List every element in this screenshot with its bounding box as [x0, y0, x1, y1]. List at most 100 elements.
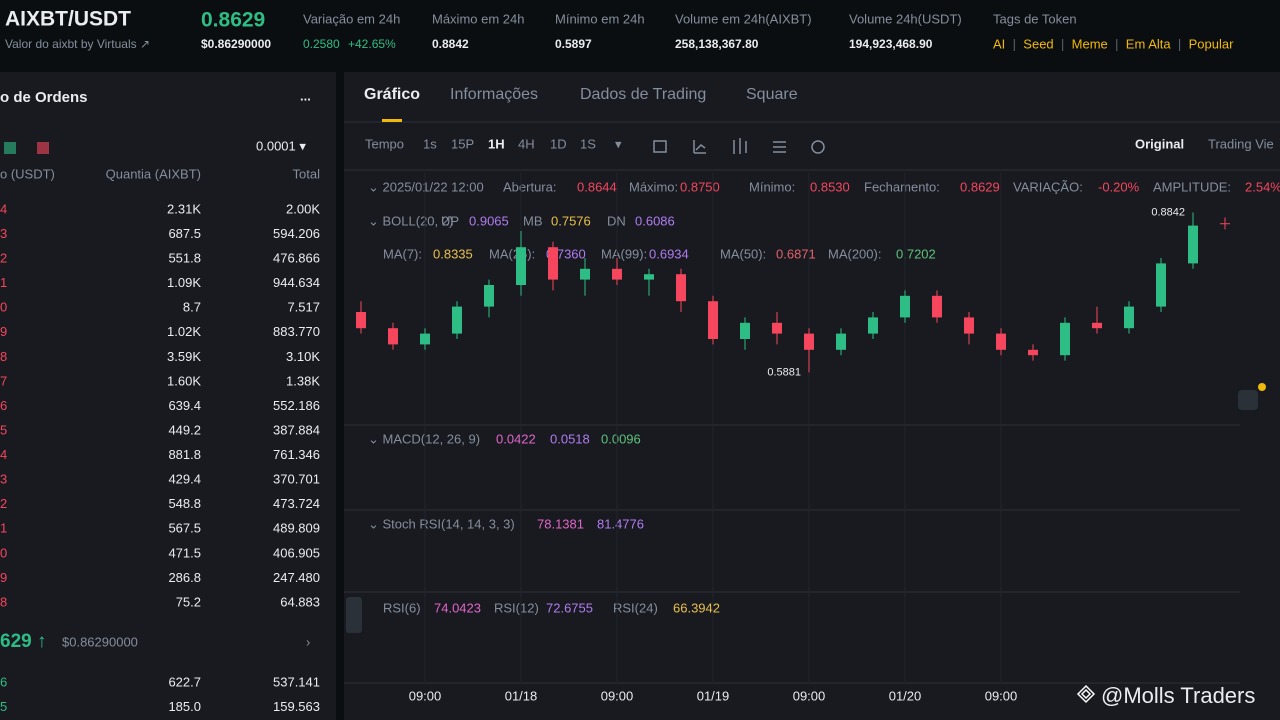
- total: 159.563: [273, 699, 320, 714]
- quantity: 75.2: [176, 594, 201, 609]
- tags-label: Tags de Token: [993, 11, 1077, 26]
- price: 3: [0, 472, 7, 487]
- arrow[interactable]: ›: [306, 634, 310, 649]
- tag[interactable]: AI: [993, 36, 1005, 51]
- total: 552.186: [273, 398, 320, 413]
- rsi-label: RSI(6): [383, 600, 421, 615]
- price: 2: [0, 496, 7, 511]
- stat-label: Mínimo em 24h: [555, 11, 645, 26]
- price: 4: [0, 201, 7, 216]
- stat-value: 0.2580: [303, 37, 340, 51]
- collapse-button[interactable]: [346, 597, 362, 633]
- book-title: o de Ordens: [0, 89, 88, 106]
- interval[interactable]: 1s: [423, 136, 437, 151]
- quantity: 687.5: [168, 226, 201, 241]
- info-value: 0.8530: [810, 179, 850, 194]
- total: 476.866: [273, 251, 320, 266]
- tag[interactable]: Meme: [1072, 36, 1108, 51]
- total: 473.724: [273, 496, 320, 511]
- info-label: ⌄ 2025/01/22 12:00: [368, 179, 484, 194]
- x-tick-label: 09:00: [985, 688, 1018, 703]
- price: 9: [0, 570, 7, 585]
- more[interactable]: ...: [300, 88, 311, 103]
- stat-label: Volume 24h(USDT): [849, 11, 962, 26]
- ma-value: 0.7202: [896, 246, 936, 261]
- tag[interactable]: Em Alta: [1126, 36, 1172, 51]
- stat-value: 0.5897: [555, 37, 592, 51]
- info-label: Mínimo:: [749, 179, 795, 194]
- x-tick-label: 09:00: [793, 688, 826, 703]
- candle-body: [676, 274, 686, 302]
- quantity: 185.0: [168, 699, 201, 714]
- quantity: 8.7: [183, 300, 201, 315]
- info-value: -0.20%: [1098, 179, 1140, 194]
- candle-body: [900, 295, 910, 318]
- candle-body: [964, 317, 974, 334]
- tab-underline: [382, 119, 402, 122]
- high-label: 0.8842: [1151, 206, 1185, 218]
- total: 944.634: [273, 275, 320, 290]
- interval[interactable]: 1H: [488, 136, 505, 151]
- low-label: 0.5881: [767, 366, 801, 378]
- total: 406.905: [273, 545, 320, 560]
- rsi-value: 72.6755: [546, 600, 593, 615]
- x-tick-label: 01/19: [697, 688, 730, 703]
- candle-body: [484, 285, 494, 307]
- total: 537.141: [273, 674, 320, 689]
- total: 2.00K: [286, 201, 320, 216]
- quantity: 471.5: [168, 545, 201, 560]
- toolbar-icons: [653, 138, 825, 154]
- quantity: 567.5: [168, 521, 201, 536]
- interval[interactable]: 15P: [451, 136, 474, 151]
- stat-label: Máximo em 24h: [432, 11, 524, 26]
- ma-value: 0.8335: [433, 246, 473, 261]
- price: 0: [0, 300, 7, 315]
- candle-body: [516, 247, 526, 285]
- quantity: 622.7: [168, 674, 201, 689]
- candle-body: [1188, 225, 1198, 264]
- tab[interactable]: Square: [746, 86, 798, 103]
- subtitle: Valor do aixbt by Virtuals ↗: [5, 37, 150, 51]
- tab[interactable]: Gráfico: [364, 86, 420, 103]
- side-button[interactable]: [1238, 390, 1258, 410]
- view[interactable]: Trading Vie: [1208, 136, 1274, 151]
- quantity: 286.8: [168, 570, 201, 585]
- interval[interactable]: ▾: [615, 136, 622, 151]
- column-header: o (USDT): [0, 166, 55, 181]
- quantity: 548.8: [168, 496, 201, 511]
- boll-value: 0.6086: [635, 213, 675, 228]
- quantity: 2.31K: [167, 201, 201, 216]
- stat-label: Variação em 24h: [303, 11, 400, 26]
- tag[interactable]: Popular: [1189, 36, 1234, 51]
- total: 883.770: [273, 324, 320, 339]
- quantity: 639.4: [168, 398, 201, 413]
- interval[interactable]: 1D: [550, 136, 567, 151]
- view[interactable]: Original: [1135, 136, 1184, 151]
- macd-value: 0.0096: [601, 431, 641, 446]
- tab[interactable]: Dados de Trading: [580, 86, 706, 103]
- total: 761.346: [273, 447, 320, 462]
- info-value: 0.8750: [680, 179, 720, 194]
- info-label: VARIAÇÃO:: [1013, 179, 1083, 194]
- x-tick-label: 09:00: [601, 688, 634, 703]
- tab[interactable]: Informações: [450, 86, 538, 103]
- candle-body: [932, 295, 942, 318]
- column-header: Total: [293, 166, 321, 181]
- price-usd: $0.86290000: [201, 37, 271, 51]
- candle-body: [452, 306, 462, 334]
- macd-value: 0.0422: [496, 431, 536, 446]
- step[interactable]: 0.0001 ▾: [256, 138, 306, 153]
- interval[interactable]: 4H: [518, 136, 535, 151]
- price: 6: [0, 674, 7, 689]
- boll-value: 0.7576: [551, 213, 591, 228]
- x-tick-label: 01/18: [505, 688, 538, 703]
- x-tick-label: 01/20: [889, 688, 922, 703]
- candle-body: [1092, 322, 1102, 329]
- rsi-label: RSI(24): [613, 600, 658, 615]
- boll-label: MB: [523, 213, 543, 228]
- stoch-label: ⌄ Stoch RSI(14, 14, 3, 3): [368, 516, 515, 531]
- interval[interactable]: 1S: [580, 136, 596, 151]
- quantity: 881.8: [168, 447, 201, 462]
- price: 6: [0, 398, 7, 413]
- tag[interactable]: Seed: [1023, 36, 1053, 51]
